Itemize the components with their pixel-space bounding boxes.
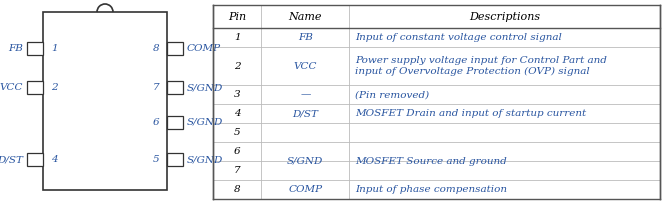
Text: S/GND: S/GND xyxy=(287,157,323,166)
Text: S/GND: S/GND xyxy=(187,155,223,164)
Bar xyxy=(167,153,183,166)
Text: 1: 1 xyxy=(234,33,240,42)
Bar xyxy=(167,116,183,129)
Text: 7: 7 xyxy=(152,83,159,92)
Text: 5: 5 xyxy=(152,155,159,164)
Text: Input of phase compensation: Input of phase compensation xyxy=(355,185,507,194)
Text: VCC: VCC xyxy=(293,62,317,71)
Text: Input of constant voltage control signal: Input of constant voltage control signal xyxy=(355,33,562,42)
Bar xyxy=(167,42,183,55)
Text: S/GND: S/GND xyxy=(187,83,223,92)
Text: 4: 4 xyxy=(234,109,240,118)
Text: 5: 5 xyxy=(234,128,240,137)
Text: 8: 8 xyxy=(234,185,240,194)
Text: S/GND: S/GND xyxy=(187,118,223,127)
Text: 8: 8 xyxy=(152,44,159,53)
Bar xyxy=(27,153,43,166)
Text: 3: 3 xyxy=(234,90,240,99)
Bar xyxy=(167,81,183,94)
Text: 6: 6 xyxy=(234,147,240,156)
Text: 7: 7 xyxy=(234,166,240,175)
Text: 2: 2 xyxy=(51,83,58,92)
Bar xyxy=(27,42,43,55)
Text: Descriptions: Descriptions xyxy=(469,12,540,22)
Text: VCC: VCC xyxy=(0,83,23,92)
Text: 4: 4 xyxy=(51,155,58,164)
Text: D/ST: D/ST xyxy=(292,109,318,118)
Bar xyxy=(27,81,43,94)
Text: MOSFET Drain and input of startup current: MOSFET Drain and input of startup curren… xyxy=(355,109,586,118)
Text: (Pin removed): (Pin removed) xyxy=(355,90,430,99)
Text: Power supply voltage input for Control Part and
input of Overvoltage Protection : Power supply voltage input for Control P… xyxy=(355,56,607,76)
Text: Name: Name xyxy=(289,12,322,22)
Text: —: — xyxy=(300,90,311,99)
Text: FB: FB xyxy=(298,33,313,42)
Text: D/ST: D/ST xyxy=(0,155,23,164)
Text: COMP: COMP xyxy=(187,44,221,53)
Text: Pin: Pin xyxy=(228,12,246,22)
Text: 2: 2 xyxy=(234,62,240,71)
Text: COMP: COMP xyxy=(288,185,322,194)
Text: FB: FB xyxy=(8,44,23,53)
Bar xyxy=(43,12,167,190)
Text: MOSFET Source and ground: MOSFET Source and ground xyxy=(355,157,507,166)
Text: 6: 6 xyxy=(152,118,159,127)
Text: 1: 1 xyxy=(51,44,58,53)
